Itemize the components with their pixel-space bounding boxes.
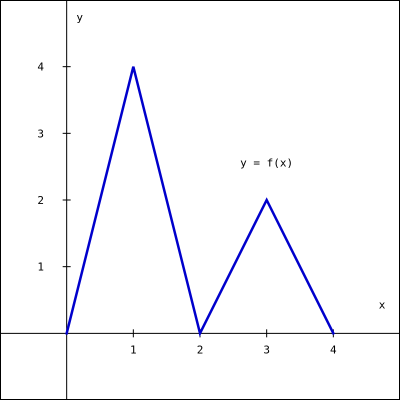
x-tick-label: 2: [197, 343, 204, 356]
series-group: [65, 66, 336, 337]
y-tick-label: 3: [37, 127, 44, 140]
x-tick-label: 3: [263, 343, 270, 356]
y-tick-label: 2: [37, 194, 44, 207]
x-tick-label: 4: [330, 343, 337, 356]
series-line: [65, 66, 336, 337]
x-tick-label: 1: [130, 343, 137, 356]
y-tick-label: 1: [37, 261, 44, 274]
x-axis-label: x: [379, 298, 386, 311]
function-annotation: y = f(x): [240, 157, 293, 170]
y-tick-label: 4: [37, 61, 44, 74]
tick-group: 1 2 3 4 1 2 3 4: [37, 61, 337, 357]
y-axis-label: y: [76, 11, 83, 24]
